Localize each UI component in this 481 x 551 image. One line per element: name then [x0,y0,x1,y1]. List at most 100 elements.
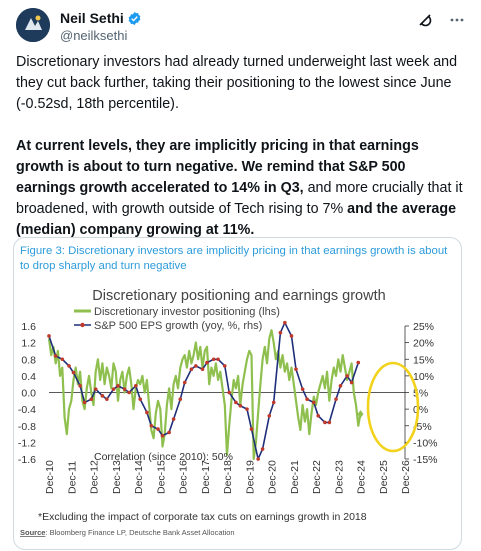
figure-footnote: *Excluding the impact of corporate tax c… [38,511,367,523]
eps-point [311,400,316,405]
eps-point [323,420,327,425]
positioning-series-line [47,329,362,461]
eps-point [171,417,176,421]
eps-point [245,407,249,411]
author-handle[interactable]: @neilksethi [60,28,128,43]
eps-point [111,387,116,391]
eps-point [271,400,276,405]
tweet-text: Discretionary investors had already turn… [16,52,468,241]
positioning-latest-marker [357,410,364,419]
eps-point [267,413,272,418]
author-block: Neil Sethi @neilksethi [60,10,142,43]
tweet-bold-segment-1: At current levels, they are implicitly p… [16,138,419,196]
eps-point [71,370,76,375]
eps-point [89,397,94,401]
y-left-tick-label: -1.6 [18,454,36,466]
x-tick-label: Dec-25 [378,460,390,494]
x-tick-label: Dec-17 [200,460,212,494]
x-tick-label: Dec-22 [311,460,323,494]
eps-point [305,397,309,401]
eps-point [334,397,338,401]
eps-point [160,433,165,438]
y-left-tick-label: -1.2 [18,437,36,449]
x-tick-label: Dec-21 [289,460,301,494]
eps-point [256,457,260,461]
tweet-header: Neil Sethi @neilksethi [16,8,465,44]
y-left-tick-label: 0.8 [21,354,36,366]
eps-point [289,334,294,338]
y-right-tick-label: 10% [413,371,434,383]
tweet-plain-segment: and more crucially that it broadened, wi… [16,180,463,217]
eps-point [205,360,209,365]
highlight-circle [366,361,420,453]
grok-icon[interactable] [417,12,433,28]
eps-point [53,354,58,358]
tweet-bold-segment-2: and the average (median) company growing… [16,201,457,238]
eps-point [222,364,227,368]
eps-point [67,364,71,368]
y-right-tick-label: 0% [413,404,428,416]
y-left-tick-label: 1.6 [21,321,36,333]
eps-point [238,404,243,408]
figure-source: Source: Bloomberg Finance LP, Deutsche B… [20,528,235,537]
eps-point [47,334,51,338]
figure-caption: Figure 3: Discretionary investors are im… [20,245,448,272]
eps-point [349,380,354,385]
x-tick-label: Dec-19 [244,460,256,494]
x-tick-label: Dec-11 [66,461,78,494]
x-tick-label: Dec-10 [44,460,56,494]
eps-point [178,397,183,401]
x-tick-label: Dec-26 [400,460,412,494]
y-right-tick-label: 25% [413,321,434,333]
eps-point [227,390,232,395]
y-left-tick-label: 1.2 [21,338,36,350]
x-tick-label: Dec-12 [89,460,101,494]
eps-point [294,367,298,372]
eps-point [122,387,127,391]
chart-title: Discretionary positioning and earnings g… [92,288,385,304]
avatar[interactable] [16,8,50,42]
eps-point [133,384,138,388]
x-tick-label: Dec-13 [111,460,123,494]
eps-point [249,427,254,431]
eps-point [283,320,287,325]
eps-point [260,447,265,451]
y-right-tick-label: -10% [413,437,438,449]
eps-point [189,367,194,372]
x-tick-label: Dec-18 [222,460,234,494]
tweet-paragraph-1: Discretionary investors had already turn… [16,54,458,112]
y-left-tick-label: -0.4 [18,404,36,416]
eps-point [200,367,205,372]
eps-point [82,400,87,405]
author-name[interactable]: Neil Sethi [60,10,124,26]
eps-point [105,397,109,401]
eps-point [300,387,305,391]
eps-point [127,390,131,395]
eps-point [338,384,343,388]
eps-point [234,400,238,405]
x-tick-label: Dec-20 [267,460,279,494]
y-right-tick-label: 20% [413,338,434,350]
tweet-media-image[interactable]: Figure 3: Discretionary investors are im… [13,237,462,550]
eps-point [356,360,361,365]
correlation-annotation: Correlation (since 2010): 50% [94,451,233,463]
eps-point [116,384,120,388]
eps-point [345,374,349,378]
eps-point [93,387,98,391]
eps-point [211,357,216,362]
eps-point [78,384,82,388]
x-tick-label: Dec-16 [178,460,190,494]
y-left-tick-label: -0.8 [18,421,36,433]
legend-eps-marker [80,322,85,328]
eps-point [60,357,65,362]
eps-point [138,397,143,401]
more-dots-icon[interactable] [449,12,465,28]
tweet-paragraph-2: At current levels, they are implicitly p… [16,136,468,241]
avatar-logo-icon [16,8,50,42]
legend-positioning-label: Discretionary investor positioning (lhs) [94,306,280,318]
eps-point [216,357,220,362]
y-left-tick-label: 0.4 [21,371,36,383]
eps-point [327,420,332,425]
eps-point [149,423,154,428]
eps-point [316,413,321,418]
